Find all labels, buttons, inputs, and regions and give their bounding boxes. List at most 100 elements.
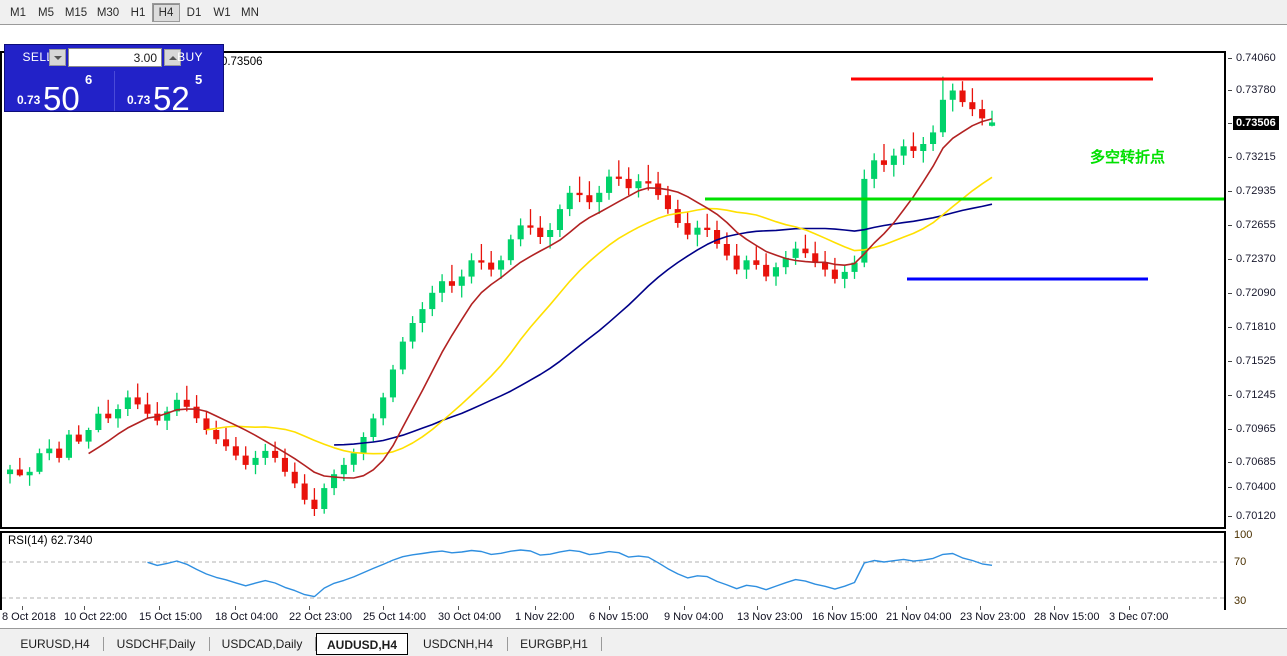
tab-separator (315, 637, 316, 651)
time-axis-label: 6 Nov 15:00 (589, 611, 649, 623)
buy-price-quote[interactable]: 0.73 52 5 (117, 71, 223, 115)
price-axis-tick (1228, 516, 1232, 517)
price-axis-tick (1228, 462, 1232, 463)
price-axis-label: 0.74060 (1236, 52, 1276, 64)
price-axis-tick (1228, 487, 1232, 488)
price-axis-label: 0.72935 (1236, 185, 1276, 197)
timeframe-button-h4[interactable]: H4 (152, 3, 180, 22)
price-axis[interactable]: 0.74060 0.73780 0.73215 0.72935 0.72655 0.723… (1226, 51, 1287, 529)
volume-input[interactable]: 3.00 (49, 48, 181, 67)
time-axis-tick (832, 606, 833, 610)
price-axis-tick (1228, 327, 1232, 328)
time-axis-tick (980, 606, 981, 610)
price-axis-label: 0.71245 (1236, 389, 1276, 401)
candlestick-plot (7, 76, 1224, 516)
time-axis-label: 1 Nov 22:00 (515, 611, 575, 623)
price-axis-tick (1228, 157, 1232, 158)
price-axis-label: 0.71525 (1236, 355, 1276, 367)
chart-annotation-text: 多空转折点 (1090, 149, 1166, 166)
sell-price-prefix: 0.73 (17, 93, 41, 107)
sell-price-main: 50 (43, 80, 80, 117)
tab-separator (601, 637, 602, 651)
price-axis-label: 0.73215 (1236, 151, 1276, 163)
time-axis-tick (535, 606, 536, 610)
buy-button[interactable]: BUY (177, 50, 203, 64)
timeframe-button-h1[interactable]: H1 (130, 7, 146, 19)
time-axis-label: 3 Dec 07:00 (1109, 611, 1169, 623)
price-chart-pane[interactable] (0, 51, 1226, 529)
rsi-axis-label: 30 (1234, 595, 1247, 607)
timeframe-button-m5[interactable]: M5 (38, 7, 54, 19)
price-axis-label: 0.70685 (1236, 456, 1276, 468)
price-axis-label: 0.73780 (1236, 84, 1276, 96)
chart-tab-usdcnh-h4[interactable]: USDCNH,H4 (422, 637, 493, 651)
volume-increment-button[interactable] (164, 49, 181, 66)
chart-tab-audusd-h4[interactable]: AUDUSD,H4 (316, 633, 408, 655)
price-axis-tick (1228, 361, 1232, 362)
time-axis-tick (383, 606, 384, 610)
time-axis-tick (235, 606, 236, 610)
chart-area[interactable]: AUDUSD,H4 0.73477 0.73607 0.73472 0.7350… (0, 25, 1287, 633)
chart-tab-usdcad-daily[interactable]: USDCAD,Daily (221, 637, 303, 651)
price-axis-label: 0.71810 (1236, 321, 1276, 333)
time-axis-label: 30 Oct 04:00 (438, 611, 501, 623)
current-price-label: 0.73506 (1233, 116, 1279, 130)
time-axis-tick (906, 606, 907, 610)
price-axis-label: 0.70120 (1236, 510, 1276, 522)
timeframe-button-w1[interactable]: W1 (213, 7, 231, 19)
time-axis-label: 13 Nov 23:00 (737, 611, 803, 623)
tab-separator (209, 637, 210, 651)
sell-price-fraction: 6 (85, 72, 93, 87)
time-axis-tick (684, 606, 685, 610)
rsi-axis-label: 100 (1234, 529, 1253, 541)
price-axis-tick (1228, 58, 1232, 59)
price-axis-tick (1228, 395, 1232, 396)
timeframe-button-mn[interactable]: MN (241, 7, 259, 19)
price-axis-tick (1228, 429, 1232, 430)
time-axis-label: 16 Nov 15:00 (812, 611, 878, 623)
time-axis-label: 22 Oct 23:00 (289, 611, 352, 623)
time-axis-tick (458, 606, 459, 610)
price-axis-label: 0.72090 (1236, 287, 1276, 299)
time-axis: 8 Oct 2018 10 Oct 22:00 15 Oct 15:00 18 Oct… (0, 606, 1287, 628)
timeframe-button-d1[interactable]: D1 (186, 7, 202, 19)
chart-tab-bar[interactable]: EURUSD,H4 USDCHF,Daily USDCAD,Daily AUDUSD,… (0, 628, 1287, 656)
time-axis-tick (1129, 606, 1130, 610)
chevron-down-icon (53, 55, 62, 60)
timeframe-toolbar: M1 M5 M15 M30 H1 H4 D1 W1 MN (0, 0, 1287, 25)
sell-button[interactable]: SELL (22, 50, 54, 64)
rsi-axis-label: 70 (1234, 556, 1247, 568)
chevron-up-icon (168, 55, 177, 60)
buy-price-main: 52 (153, 80, 190, 117)
sell-price-quote[interactable]: 0.73 50 6 (7, 71, 113, 115)
current-price-tick (1228, 123, 1232, 124)
volume-decrement-button[interactable] (49, 49, 66, 66)
tab-separator (103, 637, 104, 651)
chart-tab-usdchf-daily[interactable]: USDCHF,Daily (116, 637, 196, 651)
trade-panel-top-row: SELL 3.00 BUY (5, 45, 223, 69)
time-axis-label: 18 Oct 04:00 (215, 611, 278, 623)
time-axis-label: 9 Nov 04:00 (664, 611, 724, 623)
time-axis-tick (159, 606, 160, 610)
timeframe-button-m1[interactable]: M1 (10, 7, 26, 19)
price-axis-tick (1228, 191, 1232, 192)
timeframe-button-m30[interactable]: M30 (96, 7, 120, 19)
time-axis-tick (84, 606, 85, 610)
tab-separator (507, 637, 508, 651)
time-axis-label: 10 Oct 22:00 (64, 611, 127, 623)
price-axis-label: 0.72655 (1236, 219, 1276, 231)
time-axis-label: 23 Nov 23:00 (960, 611, 1026, 623)
price-axis-label: 0.70400 (1236, 481, 1276, 493)
time-axis-tick (22, 606, 23, 610)
price-axis-tick (1228, 259, 1232, 260)
timeframe-button-m15[interactable]: M15 (64, 7, 88, 19)
rsi-indicator-label: RSI(14) 62.7340 (8, 535, 93, 547)
buy-price-fraction: 5 (195, 72, 203, 87)
chart-tab-eurusd-h4[interactable]: EURUSD,H4 (20, 637, 90, 651)
one-click-trading-panel[interactable]: SELL 3.00 BUY 0.73 50 6 0.73 52 5 (4, 44, 224, 115)
time-axis-tick (1054, 606, 1055, 610)
chart-tab-eurgbp-h1[interactable]: EURGBP,H1 (520, 637, 588, 651)
price-axis-tick (1228, 225, 1232, 226)
price-axis-tick (1228, 90, 1232, 91)
